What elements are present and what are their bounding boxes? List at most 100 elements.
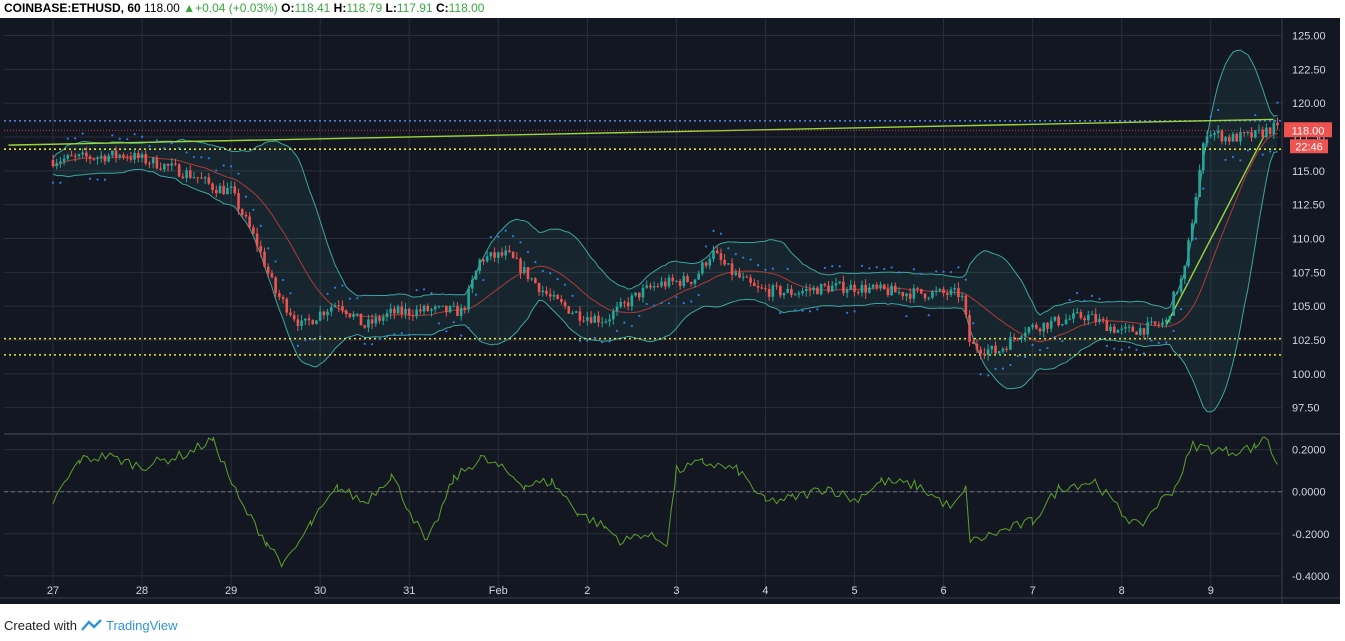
candle-body (849, 284, 853, 290)
sar-dot (734, 253, 737, 256)
candle-body (73, 156, 77, 158)
last-price-badge (1284, 122, 1332, 138)
candle-body (370, 319, 374, 324)
sar-dot (215, 169, 218, 172)
candle-body (1228, 136, 1231, 142)
candle-body (88, 156, 92, 159)
candle-body (237, 193, 240, 210)
candle-body (704, 262, 708, 266)
sar-dot (385, 335, 389, 338)
sar-dot (1209, 115, 1212, 118)
sar-dot (430, 291, 433, 295)
sar-dot (341, 284, 344, 287)
candle-body (842, 281, 845, 293)
candle-body (1001, 348, 1005, 352)
candle-body (827, 285, 830, 292)
time-tick-label: 4 (762, 585, 768, 597)
candle-body (860, 284, 864, 293)
candle-body (1172, 291, 1175, 316)
sar-dot (222, 164, 225, 167)
candle-body (1031, 324, 1034, 328)
candle-body (508, 250, 511, 252)
sar-dot (230, 165, 233, 168)
candle-body (945, 293, 949, 295)
candle-body (233, 186, 237, 194)
sar-dot (497, 235, 500, 238)
chart-legend-header: COINBASE:ETHUSD, 60 118.00 ▲+0.04 (+0.03… (4, 0, 484, 16)
candle-body (118, 154, 122, 158)
candle-body (715, 250, 719, 254)
candle-body (927, 297, 931, 299)
candle-body (1213, 133, 1216, 135)
candle-body (530, 278, 533, 280)
candle-body (934, 290, 938, 292)
sar-dot (927, 314, 930, 317)
candle-body (70, 155, 73, 157)
candle-body (504, 250, 507, 256)
candle-body (378, 317, 381, 321)
sar-dot (118, 137, 121, 140)
tradingview-link[interactable]: TradingView (106, 618, 178, 633)
candle-body (741, 276, 745, 278)
candle-body (188, 170, 192, 178)
candle-body (196, 177, 200, 179)
candle-body (155, 157, 159, 169)
candle-body (1205, 136, 1209, 144)
candle-body (1176, 291, 1179, 293)
candle-body (1098, 318, 1101, 322)
candle-body (912, 288, 916, 299)
candle-body (211, 183, 214, 191)
sar-dot (608, 340, 611, 343)
candle-body (51, 160, 55, 167)
candle-body (856, 291, 860, 293)
sar-dot (267, 247, 270, 250)
candle-body (148, 163, 151, 165)
candle-body (1109, 326, 1112, 332)
price-tick-label: 110.00 (1292, 234, 1325, 246)
candle-body (207, 177, 211, 184)
candle-body (307, 318, 311, 321)
high-value: 118.79 (346, 1, 383, 15)
price-tick-label: 120.00 (1292, 98, 1326, 110)
price-tick-label: 115.00 (1292, 166, 1325, 178)
sar-dot (311, 338, 314, 341)
candle-body (296, 319, 300, 326)
open-value: 118.41 (294, 1, 331, 15)
candle-body (1164, 319, 1168, 323)
candle-body (522, 267, 526, 274)
candle-body (181, 176, 185, 179)
price-tick-label: 100.00 (1292, 369, 1326, 381)
candle-body (107, 155, 110, 162)
candle-body (170, 163, 174, 166)
candle-body (749, 277, 752, 283)
sar-dot (920, 272, 923, 276)
sar-dot (801, 309, 804, 312)
candle-body (545, 290, 548, 294)
candle-body (582, 320, 585, 322)
sar-dot (259, 224, 262, 227)
candle-body (1265, 127, 1268, 137)
created-with-label: Created with (4, 618, 77, 633)
sar-dot (1254, 113, 1257, 117)
sar-dot (712, 229, 715, 232)
sar-dot (1090, 294, 1094, 297)
candle-body (693, 279, 697, 284)
candle-body (630, 295, 634, 307)
sar-dot (749, 258, 752, 261)
sar-dot (823, 266, 826, 269)
sar-dot (393, 333, 396, 336)
candle-body (645, 285, 649, 288)
price-chart[interactable]: 125.00122.50120.00117.50115.00112.50110.… (0, 18, 1340, 608)
candle-body (430, 309, 433, 312)
bollinger-upper (52, 49, 1278, 316)
sar-dot (541, 269, 544, 273)
sar-dot (408, 333, 411, 336)
candle-body (103, 155, 107, 162)
candle-body (1112, 326, 1116, 333)
candle-body (890, 285, 893, 296)
candle-body (318, 311, 322, 321)
candle-body (519, 258, 522, 274)
up-triangle-icon: ▲ (183, 1, 196, 15)
candle-body (304, 318, 307, 321)
time-tick-label: 9 (1208, 585, 1214, 597)
